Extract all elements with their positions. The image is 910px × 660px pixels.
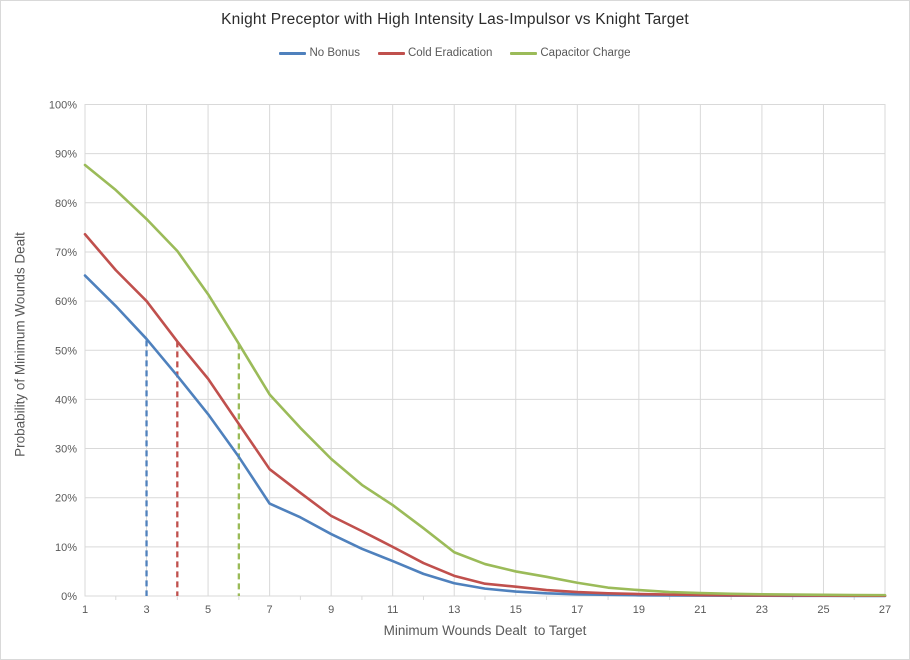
legend-item-capacitor-charge: Capacitor Charge — [510, 47, 631, 59]
y-tick-label: 100% — [49, 100, 77, 112]
y-tick-label: 10% — [55, 542, 77, 554]
y-tick-label: 80% — [55, 198, 77, 210]
x-tick-label: 23 — [756, 604, 768, 616]
legend-label: Cold Eradication — [407, 47, 493, 59]
legend-swatch-capacitor-charge-icon — [510, 51, 538, 55]
x-tick-label: 19 — [633, 604, 645, 616]
y-tick-label: 0% — [61, 591, 77, 603]
legend-item-cold-eradication: Cold Eradication — [377, 47, 493, 59]
x-tick-label: 1 — [82, 604, 88, 616]
x-tick-label: 13 — [448, 604, 460, 616]
x-tick-label: 3 — [143, 604, 149, 616]
y-tick-label: 20% — [55, 493, 77, 505]
legend-label: No Bonus — [309, 47, 360, 59]
y-tick-label: 70% — [55, 247, 77, 259]
x-tick-label: 27 — [879, 604, 891, 616]
y-tick-label: 60% — [55, 296, 77, 308]
chart-title: Knight Preceptor with High Intensity Las… — [221, 11, 689, 28]
series-line-no-bonus — [83, 274, 887, 598]
x-tick-label: 21 — [694, 604, 706, 616]
y-tick-label: 50% — [55, 345, 77, 357]
x-tick-label: 7 — [267, 604, 273, 616]
x-tick-label: 11 — [387, 604, 398, 616]
y-tick-label: 40% — [55, 394, 77, 406]
legend-swatch-cold-eradication-icon — [377, 51, 405, 55]
legend-item-no-bonus: No Bonus — [279, 47, 360, 59]
x-tick-label: 25 — [817, 604, 829, 616]
y-tick-label: 30% — [55, 444, 77, 456]
legend-label: Capacitor Charge — [540, 47, 631, 59]
x-tick-label: 17 — [571, 604, 583, 616]
legend-swatch-no-bonus-icon — [279, 51, 307, 55]
x-tick-label: 15 — [510, 604, 522, 616]
y-tick-label: 90% — [55, 149, 77, 161]
y-axis-title: Probability of Minimum Wounds Dealt — [12, 232, 28, 457]
x-axis-title: Minimum Wounds Dealt to Target — [383, 623, 587, 638]
series-line-capacitor-charge — [83, 163, 887, 597]
legend: No Bonus Cold Eradication Capacitor Char… — [1, 47, 909, 59]
x-tick-label: 9 — [328, 604, 334, 616]
x-tick-label: 5 — [205, 604, 211, 616]
